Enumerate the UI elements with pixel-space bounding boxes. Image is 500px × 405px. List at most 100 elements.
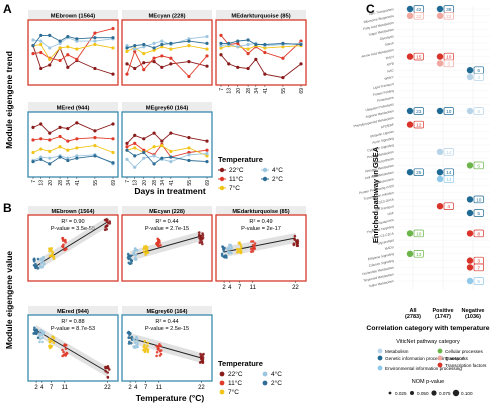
scatter-point <box>251 240 255 243</box>
scatter-point <box>296 240 300 243</box>
scatter-point <box>48 346 52 350</box>
enrichment-count-box <box>413 168 424 176</box>
panel-b-xlabel: Temperature (°C) <box>136 393 205 403</box>
trend-point <box>160 144 164 148</box>
trend-point <box>187 60 191 64</box>
enrichment-dot <box>466 277 474 285</box>
legend-label: 7°C <box>229 184 240 192</box>
scatter-point <box>197 231 201 234</box>
module-frame <box>215 19 307 86</box>
trend-point <box>187 136 191 140</box>
enrichment-count-box <box>413 12 424 20</box>
size-legend-label: 0.075 <box>439 391 451 396</box>
pathway-label: Sugar Metabolism <box>368 27 394 36</box>
scatter-point <box>158 343 161 346</box>
r2-label: R² = 0.49 <box>249 219 272 225</box>
pathway-label: Proline Metabolism <box>367 150 395 160</box>
scatter-point <box>296 242 300 245</box>
scatter-module-3: MEred (944) R² = 0.88P-value = 8.7e-53 2 4 7… <box>27 306 119 391</box>
scatter-point <box>38 329 42 333</box>
trend-point <box>75 57 79 61</box>
enrichment-dot <box>406 250 414 257</box>
enrichment-count-box <box>473 195 484 204</box>
trend-point <box>169 41 173 45</box>
scatter-point <box>106 218 109 221</box>
category-legend-item: Transcription factors <box>437 362 487 368</box>
scatter-point <box>61 245 65 249</box>
module-strip <box>122 206 212 215</box>
trend-point <box>152 48 156 52</box>
regression-line <box>35 221 108 267</box>
trend-line-7°C <box>32 44 114 61</box>
trend-point <box>39 66 43 71</box>
legend-swatch <box>219 371 225 377</box>
enrichment-dot <box>466 162 474 169</box>
trend-point <box>152 154 156 158</box>
trend-point <box>187 74 191 79</box>
trend-point <box>111 26 115 31</box>
trend-point <box>160 39 164 43</box>
x-tick-label: 11 <box>62 385 69 391</box>
module-title: MEcyan (228) <box>149 209 185 215</box>
trend-point <box>133 44 137 48</box>
trend-point <box>125 145 129 149</box>
category-legend-item: Metabolism <box>377 348 409 354</box>
trend-point <box>66 148 70 152</box>
category-label: Environmental information processing <box>385 366 462 371</box>
trend-point <box>58 39 62 43</box>
enrichment-count: 13 <box>416 252 422 258</box>
scatter-point <box>201 242 204 246</box>
trend-point <box>75 154 79 158</box>
pathway-label: Proteasome <box>377 95 395 103</box>
scatter-point <box>142 250 146 254</box>
scatter-point <box>50 344 54 348</box>
x-tick-label: 7 <box>219 88 225 91</box>
scatter-point <box>236 248 239 251</box>
category-swatch <box>437 355 443 361</box>
scatter-point <box>235 251 239 254</box>
trend-point <box>48 131 52 135</box>
pathway-label: Terpenoid Metabolism <box>363 272 395 282</box>
scatter-point <box>159 349 163 352</box>
scatter-point <box>222 250 226 253</box>
trend-point <box>281 45 285 49</box>
scatter-point <box>63 343 66 346</box>
x-tick-label: 2 <box>128 385 132 391</box>
trend-point <box>58 155 62 159</box>
trend-point <box>66 126 70 131</box>
trend-point <box>236 45 240 49</box>
trend-point <box>133 165 137 169</box>
trend-point <box>48 162 52 166</box>
scatter-point <box>104 366 108 369</box>
panel-c-legend-title: ViticNet pathway category <box>396 339 460 345</box>
trend-point <box>125 44 129 48</box>
enrichment-dot <box>466 264 474 271</box>
x-tick-label: 22 <box>198 385 205 391</box>
legend-label: 11°C <box>229 175 243 183</box>
pathway-label: Thylakoid Targeting <box>366 225 394 235</box>
trend-point <box>219 33 223 38</box>
trend-point <box>152 41 156 45</box>
scatter-point <box>142 345 146 349</box>
scatter-point <box>135 345 139 349</box>
scatter-point <box>108 222 112 225</box>
trend-point <box>142 137 146 141</box>
module-title: MEgrey60 (164) <box>146 106 189 112</box>
trend-point <box>205 152 209 156</box>
scatter-point <box>36 336 40 340</box>
trend-point <box>48 156 52 160</box>
scatter-point <box>36 257 40 261</box>
legend-item-7°C: 7°C <box>218 184 240 192</box>
scatter-point <box>62 350 65 354</box>
enrichment-count-box <box>473 107 484 115</box>
pathway-label: Transcription Initiation <box>363 191 394 201</box>
scatter-point <box>103 228 107 232</box>
enrichment-dot <box>436 53 444 60</box>
scatter-point <box>132 337 135 341</box>
trend-point <box>169 131 173 135</box>
scatter-point <box>104 370 107 373</box>
scatter-point <box>32 332 35 335</box>
scatter-point <box>130 335 134 339</box>
pathway-label: Aquaporins <box>378 218 395 225</box>
scatter-point <box>48 249 51 253</box>
